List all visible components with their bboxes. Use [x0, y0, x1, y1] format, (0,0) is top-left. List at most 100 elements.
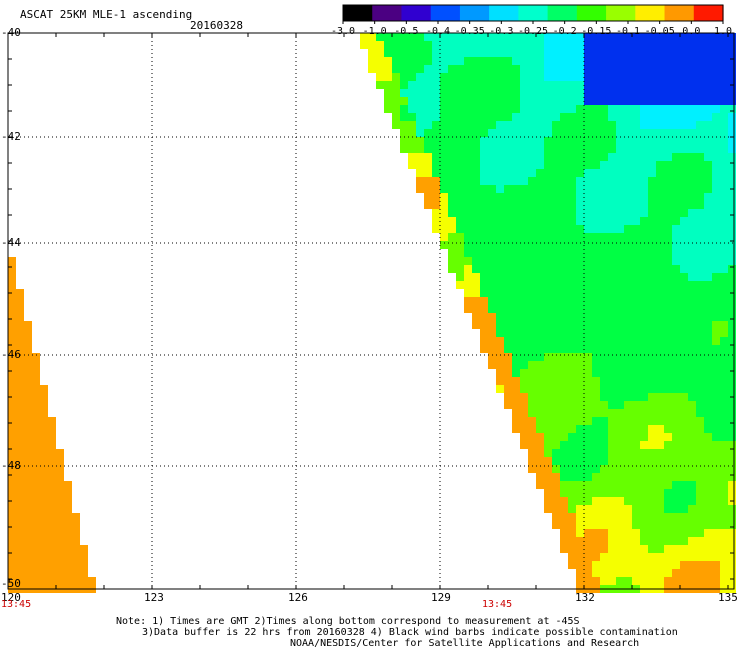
- swath-cell: [712, 153, 720, 161]
- swath-cell: [672, 433, 680, 441]
- swath-cell: [16, 505, 24, 513]
- swath-cell: [520, 297, 528, 305]
- swath-cell: [664, 233, 672, 241]
- swath-cell: [624, 161, 632, 169]
- swath-cell: [696, 265, 704, 273]
- swath-cell: [616, 529, 624, 537]
- swath-cell: [592, 441, 600, 449]
- swath-cell: [696, 497, 704, 505]
- swath-cell: [560, 73, 568, 81]
- swath-cell: [616, 545, 624, 553]
- swath-cell: [600, 193, 608, 201]
- swath-cell: [504, 329, 512, 337]
- swath-cell: [576, 153, 584, 161]
- swath-cell: [504, 401, 512, 409]
- swath-cell: [632, 425, 640, 433]
- swath-cell: [664, 537, 672, 545]
- swath-cell: [720, 561, 728, 569]
- swath-cell: [712, 209, 720, 217]
- swath-cell: [616, 161, 624, 169]
- swath-cell: [592, 537, 600, 545]
- swath-cell: [520, 241, 528, 249]
- swath-cell: [608, 201, 616, 209]
- swath-cell: [424, 153, 432, 161]
- swath-cell: [440, 233, 448, 241]
- swath-cell: [680, 225, 688, 233]
- swath-cell: [688, 289, 696, 297]
- swath-cell: [656, 393, 664, 401]
- swath-cell: [720, 473, 728, 481]
- swath-cell: [608, 353, 616, 361]
- swath-cell: [512, 257, 520, 265]
- swath-cell: [624, 289, 632, 297]
- swath-cell: [520, 233, 528, 241]
- swath-cell: [552, 433, 560, 441]
- swath-cell: [520, 121, 528, 129]
- swath-cell: [712, 297, 720, 305]
- swath-cell: [624, 537, 632, 545]
- swath-cell: [576, 113, 584, 121]
- swath-cell: [584, 81, 592, 89]
- swath-cell: [672, 281, 680, 289]
- swath-cell: [712, 273, 720, 281]
- swath-cell: [592, 273, 600, 281]
- swath-cell: [528, 265, 536, 273]
- swath-cell: [40, 441, 48, 449]
- swath-cell: [664, 353, 672, 361]
- swath-cell: [48, 553, 56, 561]
- swath-cell: [504, 233, 512, 241]
- swath-cell: [632, 441, 640, 449]
- swath-cell: [640, 225, 648, 233]
- swath-cell: [584, 409, 592, 417]
- swath-cell: [696, 273, 704, 281]
- swath-cell: [680, 553, 688, 561]
- swath-cell: [680, 33, 688, 41]
- swath-cell: [728, 481, 736, 489]
- swath-cell: [672, 129, 680, 137]
- swath-cell: [688, 417, 696, 425]
- swath-cell: [640, 345, 648, 353]
- swath-cell: [392, 97, 400, 105]
- lon-label-135: 135: [718, 591, 738, 604]
- swath-cell: [544, 121, 552, 129]
- swath-cell: [584, 249, 592, 257]
- swath-cell: [48, 545, 56, 553]
- swath-cell: [664, 193, 672, 201]
- swath-cell: [8, 481, 16, 489]
- swath-cell: [56, 481, 64, 489]
- swath-cell: [536, 337, 544, 345]
- swath-cell: [592, 553, 600, 561]
- swath-cell: [656, 489, 664, 497]
- swath-cell: [640, 249, 648, 257]
- swath-cell: [560, 321, 568, 329]
- swath-cell: [464, 305, 472, 313]
- swath-cell: [528, 305, 536, 313]
- swath-cell: [720, 321, 728, 329]
- swath-cell: [672, 217, 680, 225]
- swath-cell: [576, 505, 584, 513]
- swath-cell: [624, 457, 632, 465]
- swath-cell: [464, 113, 472, 121]
- swath-cell: [400, 81, 408, 89]
- swath-cell: [696, 225, 704, 233]
- swath-cell: [552, 425, 560, 433]
- swath-cell: [584, 97, 592, 105]
- swath-cell: [16, 577, 24, 585]
- swath-cell: [560, 281, 568, 289]
- swath-cell: [560, 505, 568, 513]
- swath-cell: [568, 225, 576, 233]
- swath-cell: [536, 169, 544, 177]
- swath-cell: [648, 105, 656, 113]
- swath-cell: [648, 553, 656, 561]
- swath-cell: [712, 361, 720, 369]
- swath-cell: [696, 569, 704, 577]
- swath-cell: [488, 73, 496, 81]
- swath-cell: [408, 145, 416, 153]
- swath-cell: [536, 57, 544, 65]
- swath-cell: [432, 121, 440, 129]
- swath-cell: [392, 73, 400, 81]
- swath-cell: [536, 145, 544, 153]
- swath-cell: [528, 273, 536, 281]
- swath-cell: [528, 457, 536, 465]
- swath-cell: [592, 481, 600, 489]
